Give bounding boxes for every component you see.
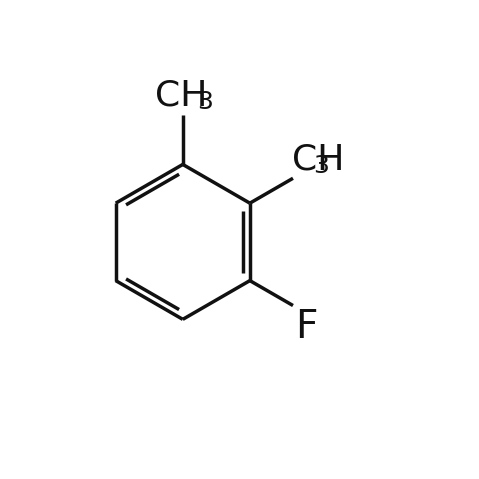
Text: CH: CH xyxy=(292,142,344,176)
Text: 3: 3 xyxy=(197,90,213,114)
Text: CH: CH xyxy=(155,79,207,113)
Text: 3: 3 xyxy=(313,154,329,178)
Text: F: F xyxy=(295,308,317,346)
